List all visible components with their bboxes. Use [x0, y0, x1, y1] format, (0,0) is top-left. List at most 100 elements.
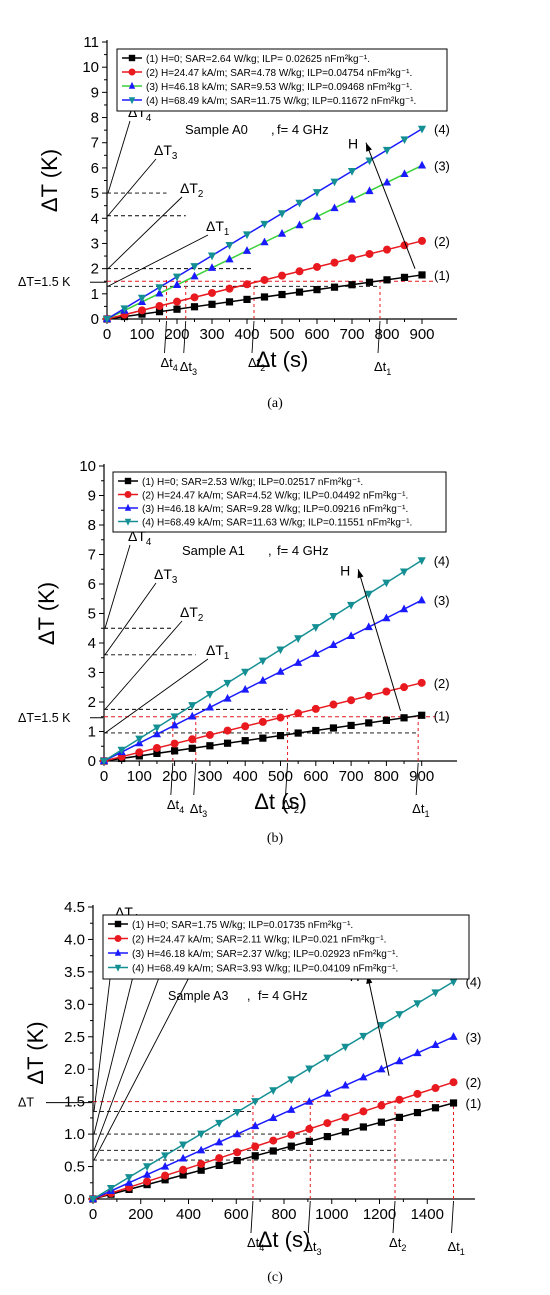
data-point [190, 303, 199, 311]
y-tick-label: 8 [88, 517, 96, 534]
data-point [312, 211, 322, 220]
data-point [205, 730, 214, 739]
data-point [242, 231, 252, 240]
x-tick-label: 500 [269, 326, 294, 343]
legend-marker [124, 477, 132, 485]
dT-marker-pointer [93, 950, 170, 1151]
y-tick-label: 4 [91, 210, 99, 227]
h-arrow-line [357, 569, 401, 711]
data-point [359, 1123, 367, 1131]
data-point [143, 1177, 152, 1186]
data-point [206, 742, 214, 750]
dT-marker-pointer [107, 120, 131, 194]
series-end-label: (1) [434, 708, 450, 723]
data-point [294, 729, 302, 737]
data-point [155, 288, 164, 297]
y-tick-label: 0.5 [64, 1159, 85, 1176]
legend-marker [124, 503, 132, 511]
sample-label: Sample A1 [182, 543, 245, 558]
h-arrow-head [366, 142, 372, 152]
data-point [243, 280, 251, 289]
data-point [295, 220, 304, 229]
data-point [233, 1129, 242, 1138]
data-point [152, 729, 162, 738]
x-tick-label: 200 [128, 1206, 153, 1223]
dT-marker-pointer [107, 158, 157, 217]
data-point [258, 657, 267, 666]
dt-marker-label: Δt3 [180, 359, 197, 377]
chart-panel-b: 0 100 200 300 400 500 600 700 800 900 0 1 2 3 4 5 6 7 8 9 10… [18, 458, 457, 846]
data-point [207, 252, 217, 261]
data-point [311, 624, 320, 632]
x-tick-label: 600 [224, 1206, 249, 1223]
data-point [365, 719, 373, 727]
legend-box [112, 471, 447, 533]
frequency-label: f= 4 GHz [277, 122, 329, 137]
data-point [242, 246, 252, 254]
data-point [413, 1108, 422, 1117]
data-point [251, 1098, 260, 1106]
data-point [417, 125, 427, 134]
data-point [382, 177, 392, 186]
dT-marker-label: ΔT2 [180, 604, 203, 624]
data-point [359, 1107, 368, 1116]
series-end-label: (2) [466, 1075, 482, 1090]
data-point [305, 1124, 314, 1133]
data-point [215, 1137, 224, 1146]
series-3: (3) [88, 1030, 481, 1203]
dt-marker-label: Δt4 [247, 1235, 264, 1253]
data-point [277, 229, 287, 237]
dt-marker-label: Δt1 [412, 801, 429, 819]
y-tick-label: 0.0 [64, 1191, 85, 1208]
panel-caption: (a) [267, 396, 283, 411]
data-point [155, 284, 164, 292]
data-point [323, 1088, 332, 1097]
data-point [197, 1145, 206, 1154]
data-point [395, 1056, 404, 1065]
data-point [341, 1043, 350, 1052]
data-point [269, 1136, 278, 1145]
legend-entry: (1) H=0; SAR=2.64 W/kg; ILP= 0.02625 nFm… [146, 54, 370, 65]
data-point [215, 1161, 223, 1169]
sample-separator: , [271, 122, 275, 137]
data-point [207, 263, 217, 271]
dT-marker-label: ΔT1 [206, 218, 229, 238]
dt-marker-pointer [250, 1200, 254, 1234]
data-point [383, 245, 391, 254]
data-point [120, 305, 129, 314]
data-point [124, 1178, 134, 1186]
dt-marker-pointer [392, 1200, 396, 1234]
legend-box [102, 914, 470, 980]
data-point [347, 721, 355, 730]
dt-marker-pointer [193, 762, 197, 796]
data-point [205, 691, 214, 699]
x-tick-label: 500 [268, 768, 293, 785]
legend-marker [128, 54, 136, 62]
data-point [449, 1078, 458, 1087]
dT-marker-label: ΔT2 [180, 180, 203, 200]
data-point [348, 281, 356, 289]
x-tick-label: 300 [197, 768, 222, 785]
data-point [382, 716, 390, 724]
x-tick-label: 0 [103, 326, 111, 343]
data-point [329, 700, 338, 709]
dt-marker-label: Δt1 [448, 1239, 465, 1257]
x-axis-title: Δt (s) [258, 1227, 311, 1252]
panel-caption: (c) [267, 1270, 283, 1285]
y-tick-label: 5 [91, 185, 99, 202]
data-point [287, 1105, 296, 1113]
data-point [312, 189, 322, 197]
data-point [294, 709, 303, 718]
x-tick-label: 200 [164, 326, 189, 343]
dt-marker-label: Δt2 [282, 797, 299, 815]
data-point [241, 722, 250, 731]
dT-marker-label: ΔT1 [206, 642, 229, 662]
data-point [341, 1113, 350, 1122]
data-point [243, 295, 251, 304]
x-tick-label: 600 [303, 768, 328, 785]
reference-dT-label: ΔT=1.5 K [18, 711, 71, 725]
data-point [313, 286, 321, 294]
data-point [294, 658, 303, 666]
y-tick-label: 2.5 [64, 1029, 85, 1046]
data-point [395, 1113, 404, 1121]
